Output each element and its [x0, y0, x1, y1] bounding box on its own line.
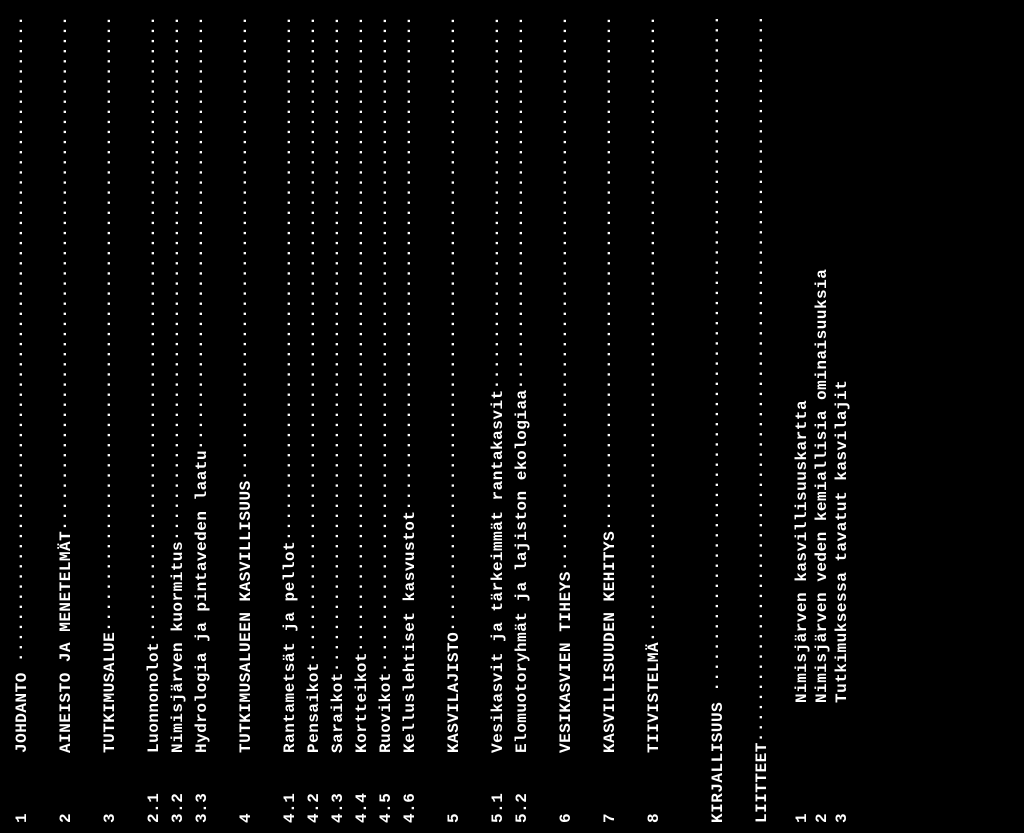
entry-number: 5	[446, 753, 462, 823]
entry-title: VESIKASVIEN TIHEYS	[558, 571, 574, 753]
leader-dots	[750, 18, 766, 742]
entry-title: TUTKIMUSALUE	[102, 632, 118, 753]
toc-entry: 3 TUTKIMUSALUE	[98, 18, 118, 823]
leader-dots	[706, 18, 722, 692]
leader-dots	[142, 18, 158, 642]
appendix-entry: 3 Tutkimuksessa tavatut kasvilajit	[834, 18, 850, 823]
toc-entry: 8 TIIVISTELMÄ	[642, 18, 662, 823]
entry-title: TIIVISTELMÄ	[646, 642, 662, 753]
entry-title: Tutkimuksessa tavatut kasvilajit	[834, 380, 850, 703]
entry-title: Nimisjärven kuormitus	[170, 541, 186, 753]
toc-entry: 5.2 Elomuotoryhmät ja lajiston ekologiaa	[510, 18, 530, 823]
entry-title: Elomuotoryhmät ja lajiston ekologiaa	[514, 389, 530, 753]
toc-entry: 4.4 Kortteikot	[350, 18, 370, 823]
entry-number: 4.3	[330, 753, 346, 823]
entry-number: 5.1	[490, 753, 506, 823]
toc-entry: 2 AINEISTO JA MENETELMÄT	[54, 18, 74, 823]
leader-dots	[190, 18, 206, 450]
toc-page: 1 JOHDANTO 2 AINEISTO JA MENETELMÄT 3 TU…	[0, 0, 1024, 833]
leader-dots	[350, 18, 366, 652]
entry-title: Luonnonolot	[146, 642, 162, 753]
toc-entry: 3.2 Nimisjärven kuormitus	[166, 18, 186, 823]
toc-entry: LIITTEET	[750, 18, 770, 823]
entry-title: TUTKIMUSALUEEN KASVILLISUUS	[238, 480, 254, 753]
appendix-entry: 1 Nimisjärven kasvillisuuskartta	[794, 18, 810, 823]
entry-number: 3.3	[194, 753, 210, 823]
toc-entry: 1 JOHDANTO	[10, 18, 30, 823]
entry-number: 4.5	[378, 753, 394, 823]
toc-entry: 3.3 Hydrologia ja pintaveden laatu	[190, 18, 210, 823]
entry-number: 2.1	[146, 753, 162, 823]
leader-dots	[278, 18, 294, 541]
toc-entry: 5.1 Vesikasvit ja tärkeimmät rantakasvit	[486, 18, 506, 823]
entry-title: Saraikot	[330, 672, 346, 753]
toc-entry: 5 KASVILAJISTO	[442, 18, 462, 823]
leader-dots	[166, 18, 182, 541]
entry-number: 4.2	[306, 753, 322, 823]
entry-number: 4	[238, 753, 254, 823]
leader-dots	[98, 18, 114, 632]
leader-dots	[302, 18, 318, 662]
toc-entry: 4.6 Kelluslehtiset kasvustot	[398, 18, 418, 823]
leader-dots	[442, 18, 458, 632]
entry-title: KIRJALLISUUS	[710, 702, 726, 823]
entry-number: 4.4	[354, 753, 370, 823]
entry-number: 3	[102, 753, 118, 823]
entry-title: Nimisjärven veden kemiallisia ominaisuuk…	[814, 269, 830, 703]
entry-number: 1	[794, 703, 810, 823]
entry-number: 4.6	[402, 753, 418, 823]
entry-title: AINEISTO JA MENETELMÄT	[58, 531, 74, 753]
entry-number: 3	[834, 703, 850, 823]
entry-title: KASVILLISUUDEN KEHITYS	[602, 531, 618, 753]
entry-number: 4.1	[282, 753, 298, 823]
leader-dots	[398, 18, 414, 511]
entry-title: Kortteikot	[354, 652, 370, 753]
leader-dots	[234, 18, 250, 480]
entry-number: 2	[58, 753, 74, 823]
leader-dots	[10, 18, 26, 662]
entry-title: Ruovikot	[378, 672, 394, 753]
entry-number: 8	[646, 753, 662, 823]
entry-title: KASVILAJISTO	[446, 632, 462, 753]
leader-dots	[554, 18, 570, 571]
entry-title: LIITTEET	[754, 742, 770, 823]
appendix-entry: 2 Nimisjärven veden kemiallisia ominaisu…	[814, 18, 830, 823]
entry-number: 1	[14, 753, 30, 823]
toc-entry: 4.1 Rantametsät ja pellot	[278, 18, 298, 823]
entry-number: 7	[602, 753, 618, 823]
toc-entry: KIRJALLISUUS	[706, 18, 726, 823]
toc-entry: 6 VESIKASVIEN TIHEYS	[554, 18, 574, 823]
entry-title: Kelluslehtiset kasvustot	[402, 511, 418, 753]
leader-dots	[374, 18, 390, 672]
leader-dots	[510, 18, 526, 389]
entry-title: Nimisjärven kasvillisuuskartta	[794, 400, 810, 703]
entry-title: Pensaikot	[306, 662, 322, 753]
leader-dots	[598, 18, 614, 531]
leader-dots	[642, 18, 658, 642]
leader-dots	[54, 18, 70, 531]
entry-number: 6	[558, 753, 574, 823]
toc-entry: 7 KASVILLISUUDEN KEHITYS	[598, 18, 618, 823]
entry-number: 3.2	[170, 753, 186, 823]
toc-entry: 4.2 Pensaikot	[302, 18, 322, 823]
entry-title: Vesikasvit ja tärkeimmät rantakasvit	[490, 389, 506, 753]
toc-entry: 2.1 Luonnonolot	[142, 18, 162, 823]
toc-entry: 4.3 Saraikot	[326, 18, 346, 823]
entry-title: Hydrologia ja pintaveden laatu	[194, 450, 210, 753]
entry-title: JOHDANTO	[14, 672, 30, 753]
toc-entry: 4 TUTKIMUSALUEEN KASVILLISUUS	[234, 18, 254, 823]
leader-dots	[486, 18, 502, 389]
entry-number: 5.2	[514, 753, 530, 823]
entry-number: 2	[814, 703, 830, 823]
toc-entry: 4.5 Ruovikot	[374, 18, 394, 823]
entry-title: Rantametsät ja pellot	[282, 541, 298, 753]
leader-dots	[326, 18, 342, 672]
